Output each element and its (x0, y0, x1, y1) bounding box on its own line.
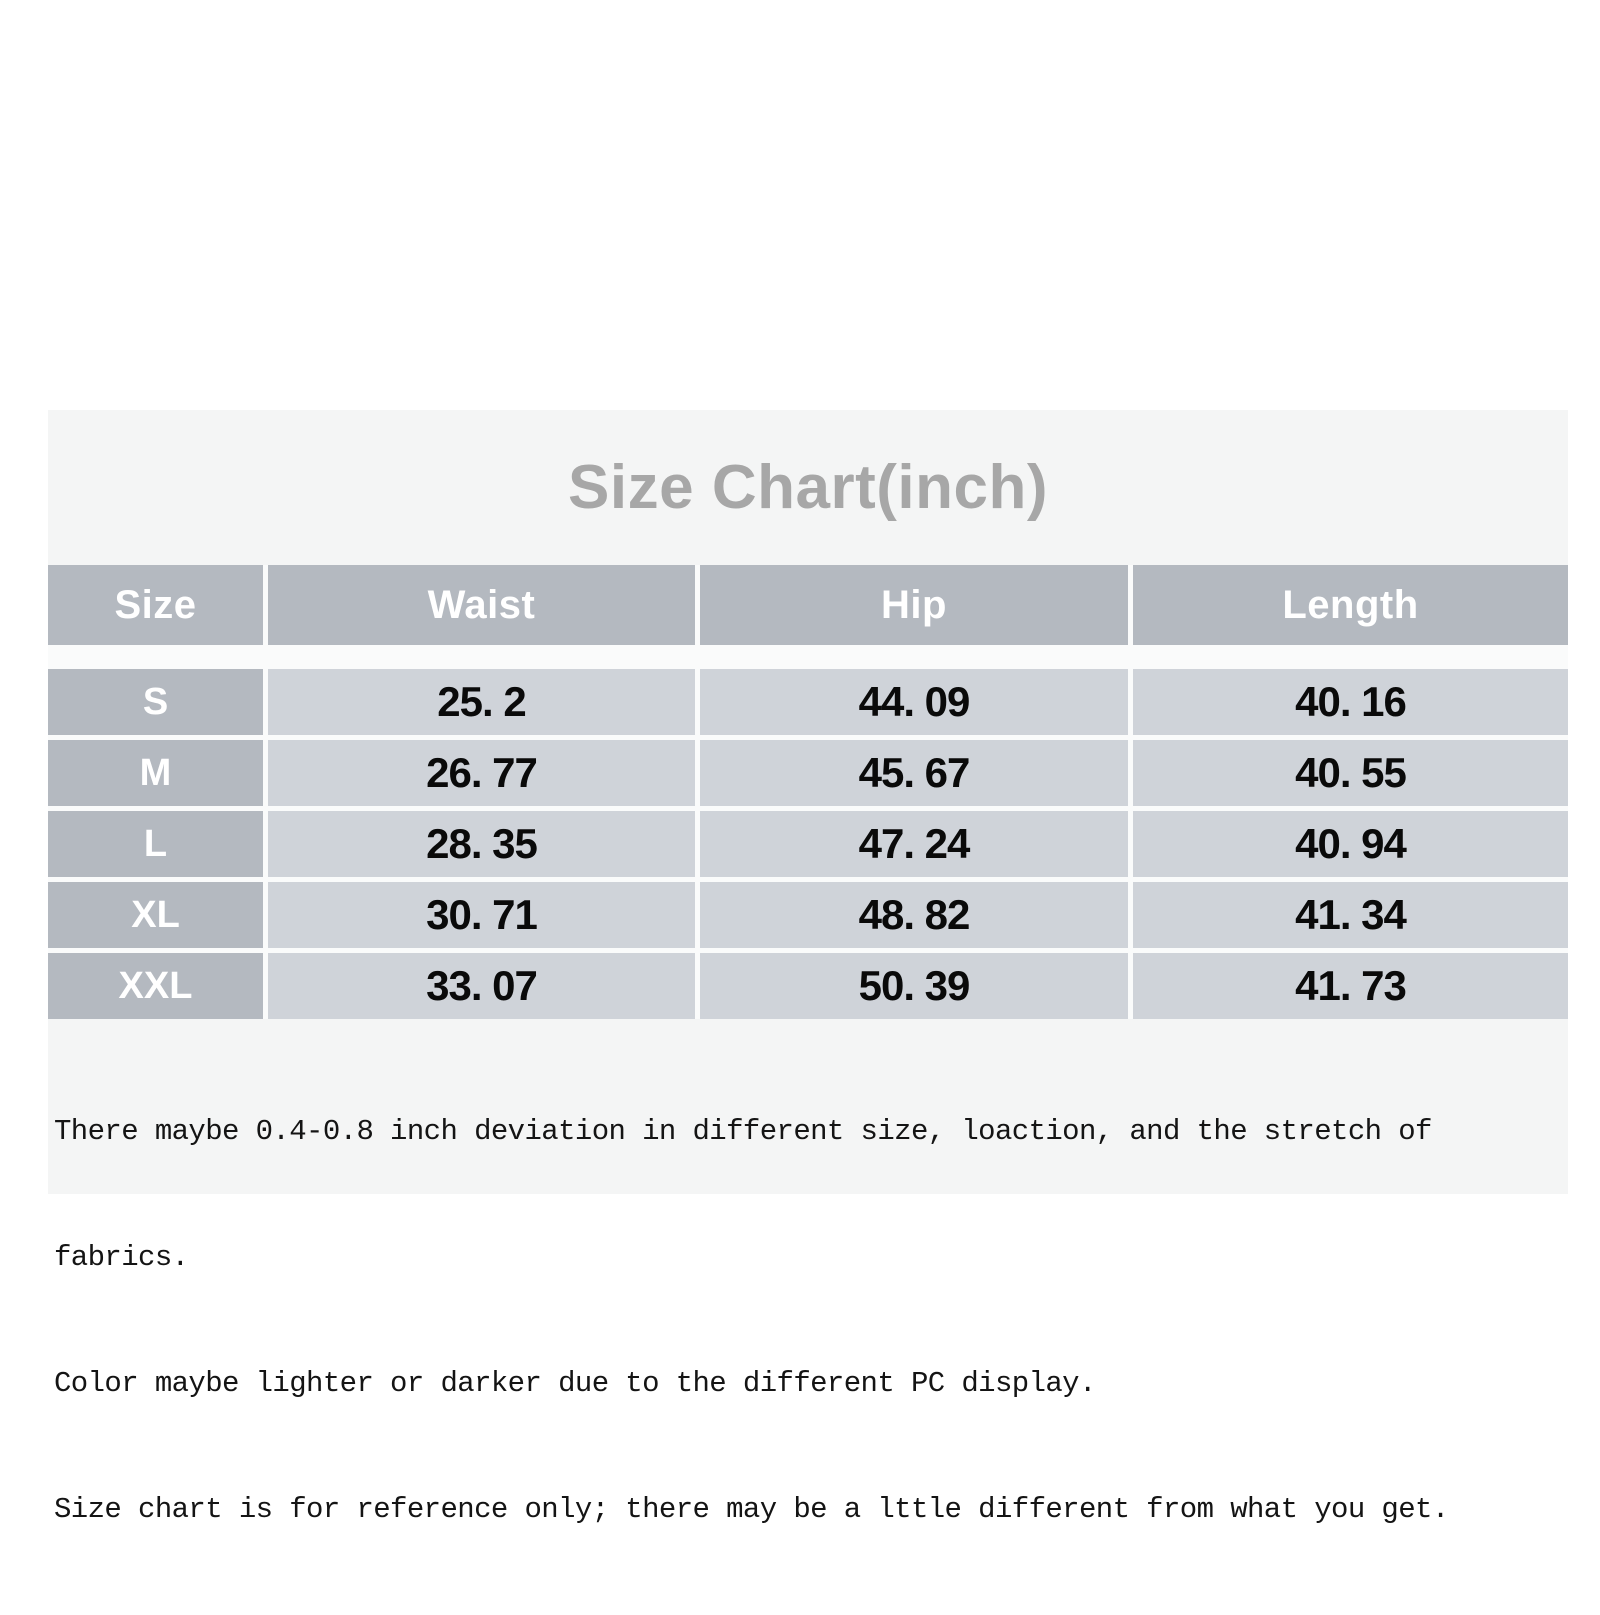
length-cell: 40. 16 (1133, 669, 1568, 735)
header-cell-size: Size (48, 565, 263, 645)
waist-cell: 33. 07 (268, 953, 695, 1019)
hip-cell: 44. 09 (700, 669, 1128, 735)
note-line-reference: Size chart is for reference only; there … (54, 1493, 1449, 1526)
table-row-xxl: XXL 33. 07 50. 39 41. 73 (48, 953, 1568, 1019)
waist-cell: 25. 2 (268, 669, 695, 735)
hip-cell: 50. 39 (700, 953, 1128, 1019)
length-cell: 41. 73 (1133, 953, 1568, 1019)
length-cell: 41. 34 (1133, 882, 1568, 948)
length-cell: 40. 55 (1133, 740, 1568, 806)
hip-cell: 45. 67 (700, 740, 1128, 806)
size-chart-panel: Size Chart(inch) Size Waist Hip Length S… (48, 410, 1568, 1526)
page-title: Size Chart(inch) (568, 453, 1048, 522)
table-row-l: L 28. 35 47. 24 40. 94 (48, 811, 1568, 877)
size-cell: XXL (48, 953, 263, 1019)
header-cell-waist: Waist (268, 565, 695, 645)
size-cell: M (48, 740, 263, 806)
size-cell: S (48, 669, 263, 735)
table-row-m: M 26. 77 45. 67 40. 55 (48, 740, 1568, 806)
length-cell: 40. 94 (1133, 811, 1568, 877)
waist-cell: 28. 35 (268, 811, 695, 877)
hip-cell: 47. 24 (700, 811, 1128, 877)
table-row-s: S 25. 2 44. 09 40. 16 (48, 669, 1568, 735)
table-spacer-row (48, 645, 1568, 669)
note-line-deviation-2: fabrics. (54, 1241, 189, 1274)
disclaimer-notes: There maybe 0.4-0.8 inch deviation in di… (48, 1019, 1568, 1615)
waist-cell: 26. 77 (268, 740, 695, 806)
size-cell: XL (48, 882, 263, 948)
hip-cell: 48. 82 (700, 882, 1128, 948)
waist-cell: 30. 71 (268, 882, 695, 948)
size-cell: L (48, 811, 263, 877)
note-line-color: Color maybe lighter or darker due to the… (54, 1367, 1096, 1400)
table-header-row: Size Waist Hip Length (48, 565, 1568, 645)
header-cell-length: Length (1133, 565, 1568, 645)
header-cell-hip: Hip (700, 565, 1128, 645)
table-row-xl: XL 30. 71 48. 82 41. 34 (48, 882, 1568, 948)
size-table: Size Waist Hip Length S 25. 2 44. 09 40.… (48, 565, 1568, 1019)
note-line-deviation-1: There maybe 0.4-0.8 inch deviation in di… (54, 1115, 1432, 1148)
